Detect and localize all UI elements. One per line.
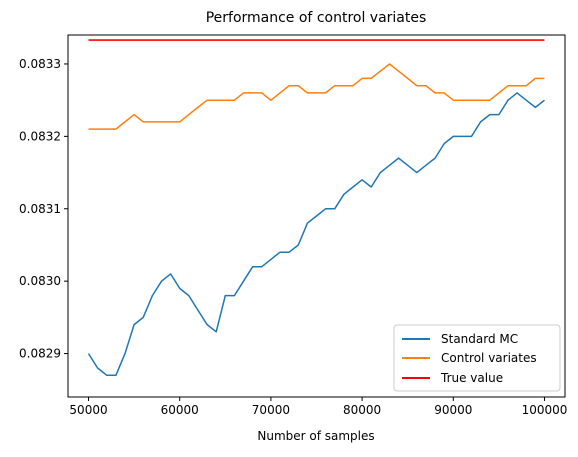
series-line-control-variates [88,63,545,130]
plot-frame [67,34,566,398]
y-axis: 0.0829 0.0830 0.0831 0.0832 0.0833 [19,57,68,361]
x-axis: 50000 60000 70000 80000 90000 100000 [69,397,567,417]
y-tick-label: 0.0832 [19,129,61,143]
legend-box [393,324,561,392]
series-group [87,39,545,377]
x-tick-label: 50000 [69,403,107,417]
x-tick-label: 100000 [522,403,568,417]
x-tick-label: 70000 [252,403,290,417]
x-tick-label: 60000 [161,403,199,417]
legend-label-standard-mc: Standard MC [441,332,518,346]
legend-label-control-variates: Control variates [441,351,537,365]
x-tick-label: 90000 [434,403,472,417]
x-tick-label: 80000 [343,403,381,417]
x-axis-label: Number of samples [257,429,374,443]
y-tick-label: 0.0829 [19,347,61,361]
y-tick-label: 0.0833 [19,57,61,71]
y-tick-label: 0.0831 [19,202,61,216]
y-tick-label: 0.0830 [19,274,61,288]
legend: Standard MC Control variates True value [393,324,561,392]
chart-title: Performance of control variates [206,10,427,26]
legend-label-true-value: True value [440,371,503,385]
series-line-standard-mc [87,92,545,377]
